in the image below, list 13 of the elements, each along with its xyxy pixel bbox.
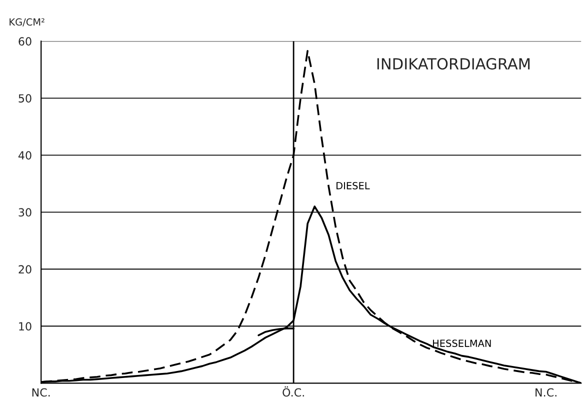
y-tick-label: 50: [18, 94, 32, 103]
x-tick-label: N.C.: [536, 388, 556, 397]
x-tick-label: NC.: [32, 388, 50, 397]
y-tick-label: 60: [18, 37, 32, 46]
series-label: DIESEL: [336, 182, 370, 190]
text: INDIKATORDIAGRAM: [377, 58, 530, 70]
y-axis-title: KG/CM²: [10, 18, 44, 26]
x-tick-label: Ö.C.: [282, 386, 304, 397]
y-tick-label: 40: [18, 151, 32, 160]
y-tick-label: 30: [18, 208, 32, 217]
series-label: HESSELMAN: [433, 340, 491, 347]
y-tick-label: 10: [19, 322, 32, 331]
y-tick-label: 20: [18, 265, 32, 274]
